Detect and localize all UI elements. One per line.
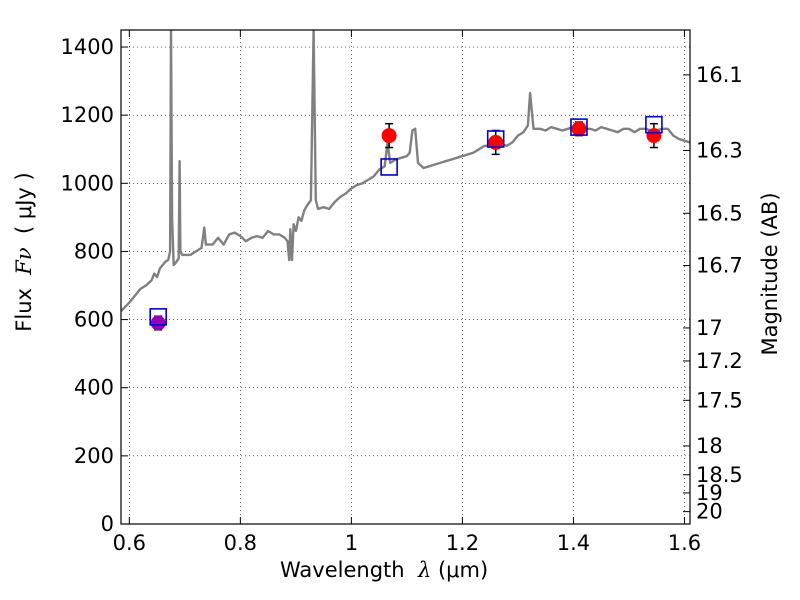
plot-background bbox=[121, 30, 690, 524]
y-axis-label-symbol: Fν bbox=[12, 247, 36, 275]
observed-point bbox=[488, 134, 504, 150]
observed-point bbox=[571, 121, 587, 137]
observed-point bbox=[150, 315, 166, 331]
y2-tick-label: 19 bbox=[696, 481, 723, 505]
y-tick-label: 600 bbox=[74, 308, 114, 332]
model-point bbox=[149, 308, 167, 326]
x-tick-label: 0.8 bbox=[224, 531, 257, 555]
observed-point bbox=[646, 128, 662, 144]
y2-tick-label: 20 bbox=[696, 500, 723, 524]
points-layer bbox=[149, 115, 663, 331]
y2-tick-label: 18 bbox=[696, 434, 723, 458]
x-tick-label: 1.4 bbox=[557, 531, 590, 555]
secondary-y-axis-label: Magnitude (AB) bbox=[758, 192, 782, 356]
x-tick-label: 0.6 bbox=[113, 531, 146, 555]
y-tick-label: 1000 bbox=[61, 171, 114, 195]
y-axis-label-wrap: Flux Fν ( μJy ) bbox=[2, 100, 42, 400]
y2-tick-label: 16.7 bbox=[696, 254, 743, 278]
x-tick-label: 1 bbox=[345, 531, 358, 555]
x-tick-label: 1.6 bbox=[668, 531, 701, 555]
x-axis-label: Wavelength λ (μm) bbox=[280, 558, 488, 582]
y2-tick-label: 17.5 bbox=[696, 388, 743, 412]
model-point bbox=[486, 130, 505, 148]
y-tick-label: 1400 bbox=[61, 35, 114, 59]
model-point bbox=[645, 115, 663, 134]
y2-tick-label: 16.3 bbox=[696, 138, 743, 162]
y2-tick-label: 17.2 bbox=[696, 349, 743, 373]
x-axis-label-unit: (μm) bbox=[437, 558, 489, 582]
y-tick-label: 0 bbox=[101, 512, 114, 536]
y2-tick-label: 16.1 bbox=[696, 63, 743, 87]
y-tick-label: 800 bbox=[74, 239, 114, 263]
x-tick-label: 1.2 bbox=[446, 531, 479, 555]
observed-point bbox=[381, 128, 397, 144]
y-tick-label: 400 bbox=[74, 376, 114, 400]
y2-tick-label: 17 bbox=[696, 316, 723, 340]
x-axis-label-symbol: λ bbox=[417, 558, 432, 582]
y-tick-label: 1200 bbox=[61, 103, 114, 127]
x-axis-label-text: Wavelength bbox=[280, 558, 405, 582]
y2-tick-label: 18.5 bbox=[696, 463, 743, 487]
axis-ticks: 0.6 0.8 1 1.2 1.4 1.6 0 200 400 600 800 1000 1200 140… bbox=[61, 30, 743, 555]
y-axis-label-unit: ( μJy ) bbox=[12, 172, 36, 234]
y-tick-label: 200 bbox=[74, 444, 114, 468]
y-axis-label: Flux Fν ( μJy ) bbox=[12, 102, 36, 402]
y-axis-label-text: Flux bbox=[12, 288, 36, 332]
plot-frame bbox=[120, 29, 691, 525]
model-point bbox=[380, 158, 398, 176]
y2-tick-label: 16.5 bbox=[696, 201, 743, 225]
model-point bbox=[570, 118, 588, 136]
